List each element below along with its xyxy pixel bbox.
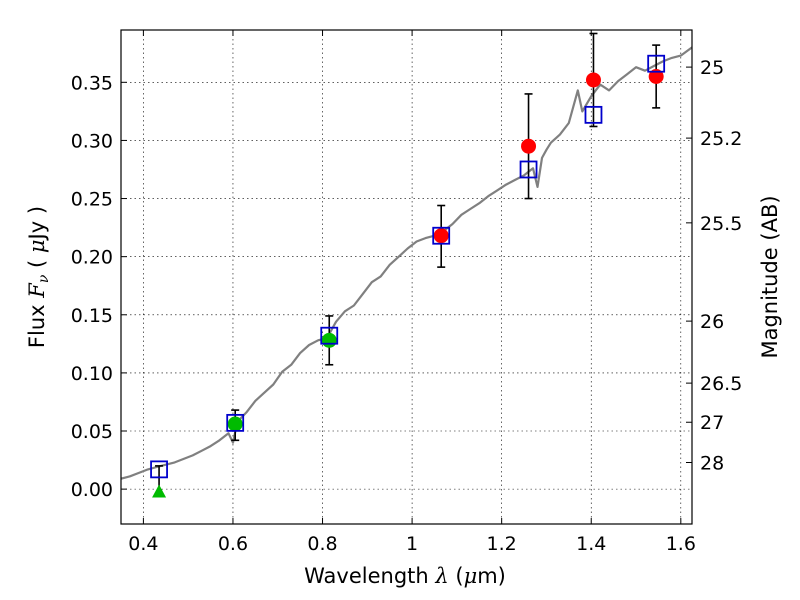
ticks-layer: 0.4 0.6 0.8 1 1.2 1.4 1.6 0.00 0.05 0.10 0.15 0.20 0… [71, 30, 742, 555]
x-tick-label: 0.4 [128, 533, 158, 555]
observed-flux-point [521, 138, 537, 154]
model-flux-square [647, 54, 666, 73]
mag-tick-label: 28 [700, 453, 724, 475]
observed-flux-point [227, 416, 243, 432]
model-flux-square [320, 326, 339, 345]
x-tick-label: 0.6 [218, 533, 248, 555]
x-tick-label: 0.8 [307, 533, 337, 555]
observed-flux-point [585, 72, 601, 88]
x-tick-label: 1.6 [666, 533, 696, 555]
grid [121, 30, 692, 524]
mag-tick-label: 25 [700, 57, 724, 79]
model-flux-square [226, 413, 245, 432]
y-tick-label: 0.20 [71, 247, 113, 269]
mag-tick-label: 26 [700, 311, 724, 333]
y-tick-label: 0.30 [71, 130, 113, 152]
observed-flux-point [321, 332, 337, 348]
y-tick-label: 0.25 [71, 189, 113, 211]
y-axis-label: Flux Fν ( μJy ) [25, 206, 52, 348]
observed-flux-point [433, 228, 449, 244]
model-spectrum-layer [121, 46, 692, 480]
upper-limit-marker [152, 484, 167, 498]
x-tick-label: 1.4 [576, 533, 606, 555]
plot-frame [120, 29, 693, 525]
model-flux-square [150, 460, 168, 479]
y-tick-label: 0.35 [71, 72, 113, 94]
mag-tick-label: 25.2 [700, 128, 742, 150]
x-axis-label: Wavelength λ (μm) [304, 564, 506, 588]
magnitude-axis-label: Magnitude (AB) [758, 195, 782, 358]
x-tick-label: 1.2 [487, 533, 517, 555]
y-tick-label: 0.05 [71, 421, 113, 443]
model-flux-square [519, 160, 538, 179]
mag-tick-label: 26.5 [700, 373, 742, 395]
mag-tick-label: 27 [700, 412, 724, 434]
y-tick-label: 0.10 [71, 363, 113, 385]
x-tick-label: 1 [406, 533, 418, 555]
marker-layer [150, 54, 666, 498]
y-tick-label: 0.15 [71, 305, 113, 327]
observed-flux-point [648, 68, 664, 84]
y-tick-label: 0.00 [71, 479, 113, 501]
model-spectrum-line [121, 46, 692, 480]
mag-tick-label: 25.5 [700, 213, 742, 235]
model-flux-square [432, 226, 451, 245]
model-flux-square [584, 105, 603, 124]
